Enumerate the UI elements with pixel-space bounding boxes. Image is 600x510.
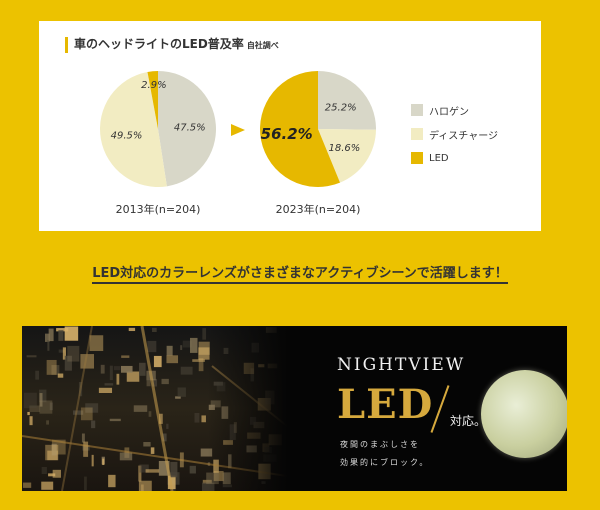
- legend-swatch: [411, 128, 423, 140]
- nightview-banner: NIGHTVIEW LED 対応。 夜間のまぶしさを 効果的にブロック。: [22, 326, 567, 491]
- led-headline: LED: [337, 381, 434, 428]
- legend-label: ハロゲン: [429, 106, 469, 118]
- chart-title-text: 車のヘッドライトのLED普及率: [74, 37, 244, 51]
- caption-2023: 2023年(n=204): [276, 202, 361, 216]
- cta-text: LED対応のカラーレンズがさまざまなアクティブシーンで活躍します！: [92, 266, 508, 284]
- pie-label: 56.2%: [261, 125, 313, 143]
- pie-2023: 25.2% 18.6% 56.2%: [260, 71, 376, 187]
- pie-slice-discharge: [318, 129, 376, 183]
- pie-slice-led: [260, 71, 341, 187]
- chart-subtitle: 自社調べ: [246, 41, 279, 50]
- desc-line-2: 効果的にブロック。: [340, 458, 430, 467]
- legend-item-discharge: ディスチャージ: [411, 127, 498, 142]
- desc-line-1: 夜間のまぶしさを: [340, 440, 420, 449]
- cta-heading: LED対応のカラーレンズがさまざまなアクティブシーンで活躍します！: [0, 262, 600, 284]
- pie-slice-led: [147, 71, 158, 129]
- pie-label: 2.9%: [141, 80, 166, 91]
- pie-slice-halogen: [318, 71, 376, 130]
- taio-text: 対応。: [450, 414, 487, 428]
- pie-label: 18.6%: [328, 143, 360, 154]
- legend-item-led: LED: [411, 151, 498, 165]
- legend-swatch: [411, 152, 423, 164]
- legend: ハロゲン ディスチャージ LED: [411, 103, 498, 175]
- legend-label: LED: [429, 152, 449, 164]
- pie-label: 25.2%: [325, 103, 357, 114]
- chart-card: 車のヘッドライトのLED普及率 自社調べ 47.5% 49.5% 2.9% 25.2%…: [39, 21, 541, 231]
- pie-slice-discharge: [100, 71, 167, 187]
- arrow-icon: [231, 124, 245, 136]
- banner-description: 夜間のまぶしさを 効果的にブロック。: [340, 436, 429, 472]
- pie-label: 47.5%: [174, 123, 206, 134]
- slash-divider: [430, 385, 450, 433]
- nightview-logo: NIGHTVIEW: [337, 355, 466, 375]
- legend-label: ディスチャージ: [429, 130, 498, 142]
- legend-swatch: [411, 104, 423, 116]
- pie-label: 49.5%: [111, 130, 143, 141]
- lens-image: [481, 370, 567, 458]
- legend-item-halogen: ハロゲン: [411, 103, 498, 118]
- city-night-photo: [22, 326, 287, 491]
- pie-slice-halogen: [158, 71, 217, 187]
- pie-2013: 47.5% 49.5% 2.9%: [100, 71, 217, 187]
- pie-charts: 47.5% 49.5% 2.9% 25.2% 18.6% 56.2% 2013年(n=2…: [100, 71, 376, 216]
- caption-2013: 2013年(n=204): [116, 202, 201, 216]
- chart-title: 車のヘッドライトのLED普及率 自社調べ: [65, 37, 279, 53]
